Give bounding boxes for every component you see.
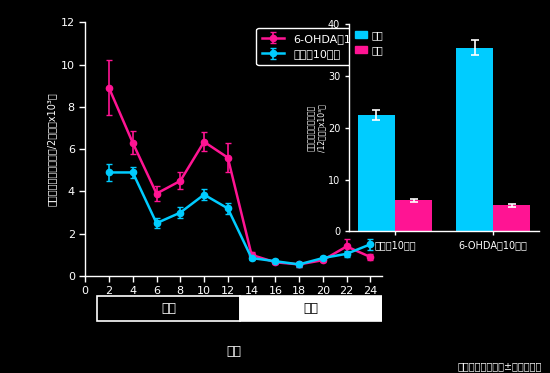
Text: 暗期: 暗期 bbox=[161, 302, 176, 315]
Text: （結果：平均値　±標準誤差）: （結果：平均値 ±標準誤差） bbox=[458, 361, 542, 371]
Bar bbox=[493, 206, 530, 231]
Legend: 暗期, 明期: 暗期, 明期 bbox=[352, 27, 386, 58]
Text: 明期: 明期 bbox=[304, 302, 318, 315]
Y-axis label: 自発運動量（カウント/2時間，x10³）: 自発運動量（カウント/2時間，x10³） bbox=[47, 93, 57, 206]
Bar bbox=[456, 47, 493, 231]
Bar bbox=[97, 296, 240, 321]
Text: 時間: 時間 bbox=[226, 345, 241, 358]
Bar bbox=[395, 200, 432, 231]
Legend: 6-OHDA（10匹）, 正常（10匹）: 6-OHDA（10匹）, 正常（10匹） bbox=[256, 28, 377, 65]
Bar bbox=[240, 296, 382, 321]
Y-axis label: 自発運動量（カウント
/12時間，x10³）: 自発運動量（カウント /12時間，x10³） bbox=[307, 104, 327, 152]
Bar bbox=[358, 115, 395, 231]
